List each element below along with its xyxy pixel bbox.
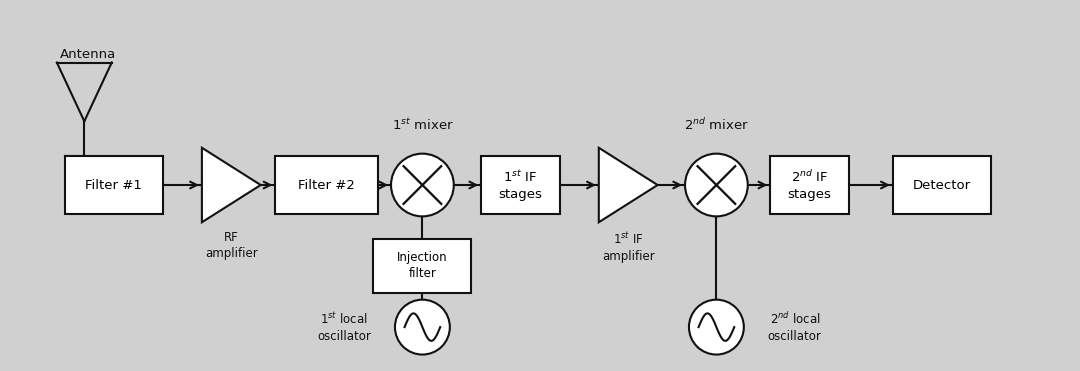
Text: 1$^{st}$ local
oscillator: 1$^{st}$ local oscillator (318, 311, 370, 343)
Bar (374, 239, 471, 293)
Bar (482, 155, 559, 214)
Text: 1$^{st}$ IF
stages: 1$^{st}$ IF stages (499, 169, 542, 201)
Bar (770, 155, 849, 214)
Circle shape (391, 154, 454, 216)
Text: 2$^{nd}$ local
oscillator: 2$^{nd}$ local oscillator (768, 311, 822, 343)
Text: 1$^{st}$ IF
amplifier: 1$^{st}$ IF amplifier (602, 231, 654, 263)
Text: 2$^{nd}$ IF
stages: 2$^{nd}$ IF stages (787, 169, 832, 201)
Text: RF
amplifier: RF amplifier (205, 231, 258, 260)
Bar (65, 155, 163, 214)
Circle shape (685, 154, 747, 216)
Polygon shape (598, 148, 658, 222)
Text: Injection
filter: Injection filter (397, 252, 448, 280)
Circle shape (395, 300, 450, 355)
Text: Detector: Detector (913, 178, 971, 191)
Text: 1$^{st}$ mixer: 1$^{st}$ mixer (392, 118, 454, 133)
Text: 2$^{nd}$ mixer: 2$^{nd}$ mixer (684, 117, 748, 133)
Polygon shape (202, 148, 260, 222)
Circle shape (689, 300, 744, 355)
Bar (275, 155, 378, 214)
Bar (893, 155, 990, 214)
Text: Antenna: Antenna (59, 48, 116, 61)
Text: Filter #1: Filter #1 (85, 178, 143, 191)
Text: Filter #2: Filter #2 (298, 178, 355, 191)
